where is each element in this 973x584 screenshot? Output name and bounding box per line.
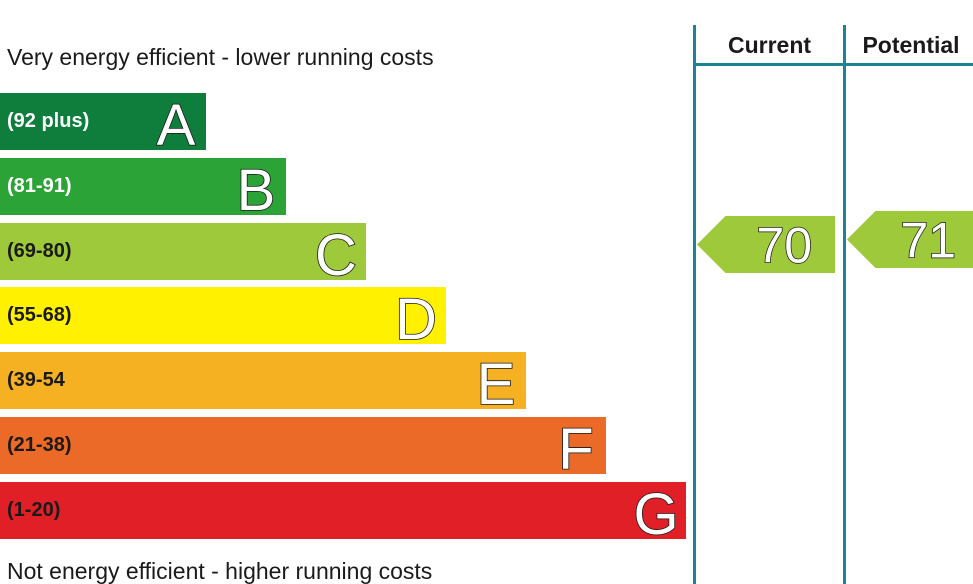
potential-rating-value: 71 xyxy=(900,212,956,268)
band-d-range: (55-68) xyxy=(7,304,72,327)
svg-text:G: G xyxy=(633,482,678,547)
band-c-letter: C xyxy=(312,220,360,289)
band-g: (1-20) G xyxy=(0,479,686,548)
current-rating-value: 70 xyxy=(756,217,812,273)
band-g-letter: G xyxy=(632,479,680,548)
band-e: (39-54 E xyxy=(0,349,526,418)
svg-text:D: D xyxy=(395,287,437,352)
current-column-rule xyxy=(693,25,696,584)
band-c: (69-80) C xyxy=(0,220,366,289)
bottom-caption: Not energy efficient - higher running co… xyxy=(7,558,433,584)
svg-text:C: C xyxy=(315,223,357,288)
band-e-letter: E xyxy=(472,349,520,418)
svg-text:B: B xyxy=(237,158,276,223)
band-a-range: (92 plus) xyxy=(7,110,90,132)
potential-column-header: Potential xyxy=(862,32,960,58)
band-a-letter: A xyxy=(152,90,200,159)
band-g-range: (1-20) xyxy=(7,498,61,521)
potential-column-rule xyxy=(843,25,846,584)
band-a: (92 plus) A xyxy=(0,90,206,159)
svg-text:A: A xyxy=(157,93,196,158)
band-c-range: (69-80) xyxy=(7,239,72,262)
band-b: (81-91) B xyxy=(0,155,286,224)
header-rule xyxy=(694,63,973,66)
potential-rating-arrow: 71 xyxy=(847,210,973,269)
band-f-letter: F xyxy=(552,414,600,483)
top-caption: Very energy efficient - lower running co… xyxy=(7,44,434,70)
band-f-range: (21-38) xyxy=(7,434,72,456)
band-f: (21-38) F xyxy=(0,414,606,483)
band-d: (55-68) D xyxy=(0,284,446,354)
svg-text:E: E xyxy=(477,352,516,417)
current-column-header: Current xyxy=(727,32,812,58)
band-b-range: (81-91) xyxy=(7,174,72,197)
band-e-range: (39-54 xyxy=(7,369,65,392)
current-rating-arrow: 70 xyxy=(697,215,835,274)
svg-text:F: F xyxy=(558,417,593,482)
band-b-letter: B xyxy=(232,155,280,224)
band-d-letter: D xyxy=(392,284,440,354)
